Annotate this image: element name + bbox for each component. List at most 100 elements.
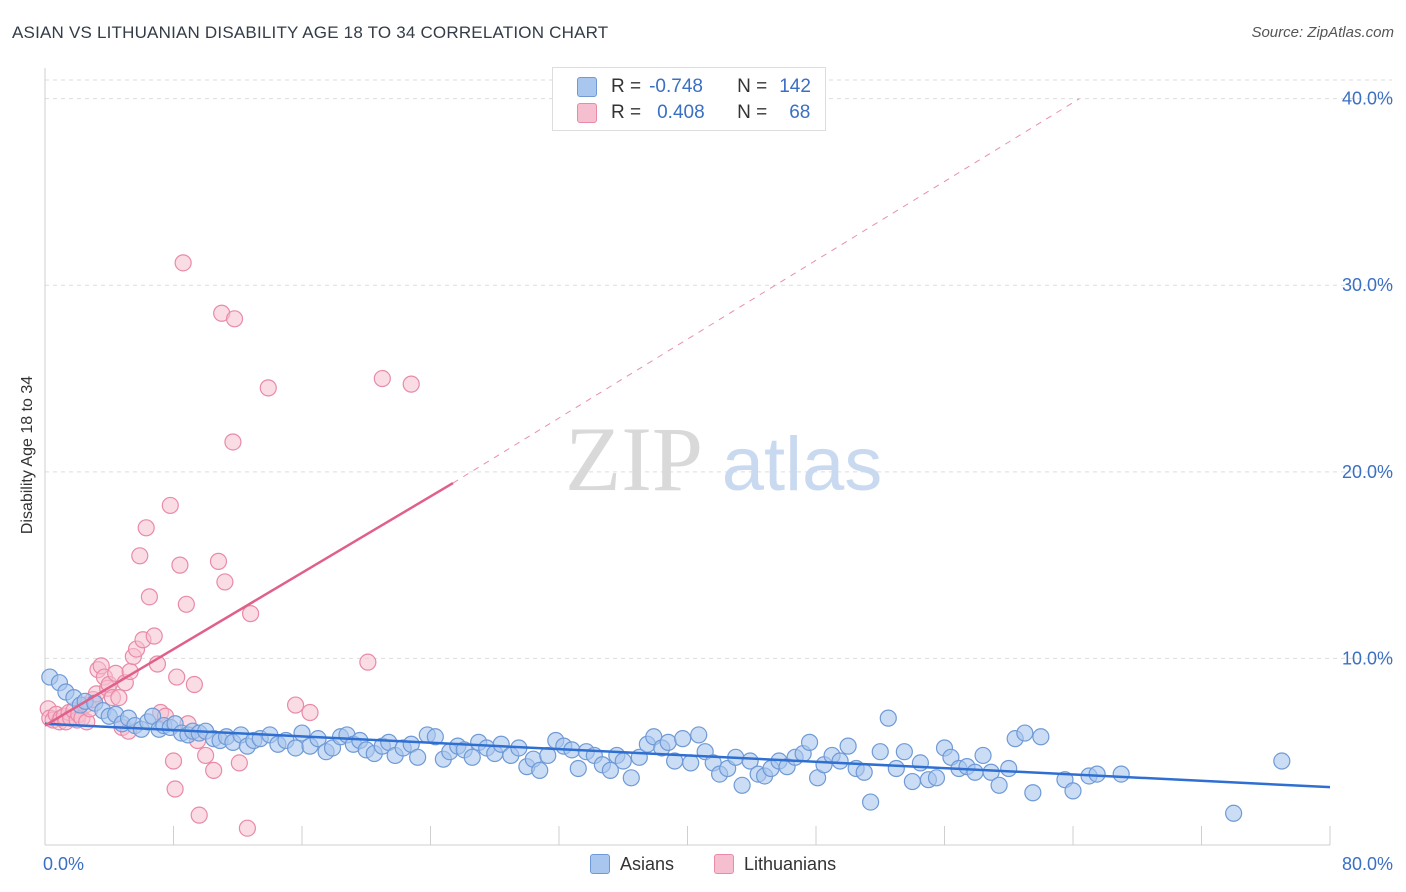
x-tick-label: 80.0%	[1342, 854, 1393, 874]
trend-lines	[44, 98, 1331, 789]
asian-point	[531, 761, 549, 779]
gridlines	[45, 79, 1392, 659]
lithuanian-point	[137, 519, 155, 537]
lithuanian-point	[190, 806, 208, 824]
asian-point	[286, 739, 305, 757]
chart-title: ASIAN VS LITHUANIAN DISABILITY AGE 18 TO…	[12, 23, 609, 42]
bottom-legend-asians-label: Asians	[620, 853, 675, 874]
watermark: ZIP atlas	[565, 408, 882, 510]
lithuanian-point	[177, 595, 195, 613]
y-tick-label: 20.0%	[1342, 462, 1393, 482]
asian-point	[1273, 752, 1291, 770]
asian-point	[974, 746, 992, 765]
lithuanian-point	[286, 696, 305, 714]
y-tick-label: 10.0%	[1342, 648, 1393, 668]
lith-r-value: 0.408	[657, 102, 705, 123]
lith-n-label: N =	[737, 102, 768, 123]
asian-r-value: -0.748	[649, 76, 703, 97]
legend-row-asians: R = -0.748 N = 142	[577, 74, 811, 100]
tick-labels: 10.0% 20.0% 30.0% 40.0% 0.0% 80.0%	[43, 89, 1393, 874]
asian-point	[966, 763, 984, 781]
asian-point	[1225, 804, 1243, 822]
lithuanian-point	[373, 369, 391, 388]
legend-row-lithuanians: R = 0.408 N = 68	[577, 100, 810, 126]
lithuanian-swatch-icon	[577, 103, 597, 123]
asian-point	[1000, 759, 1018, 778]
lithuanian-point	[110, 688, 128, 707]
lithuanian-point	[166, 780, 184, 798]
asian-point	[622, 769, 640, 787]
asian-point	[1024, 784, 1042, 802]
asian-points	[41, 668, 1291, 822]
lith-r-label: R =	[611, 102, 642, 123]
lithuanian-point	[145, 627, 163, 645]
asian-point	[492, 735, 510, 753]
lithuanian-point	[174, 254, 192, 272]
asian-n-label: N =	[737, 76, 768, 97]
lithuanian-point	[242, 605, 260, 623]
asian-point	[569, 759, 587, 778]
lithuanian-point	[140, 588, 159, 606]
asian-point	[982, 763, 1000, 781]
lithuanian-point	[168, 668, 186, 686]
asian-point	[879, 709, 897, 727]
asian-point	[871, 743, 889, 761]
asian-point	[862, 793, 880, 811]
asian-point	[895, 743, 913, 761]
lithuanian-point	[161, 496, 179, 515]
lithuanian-point	[259, 379, 277, 397]
lith-n-value: 68	[789, 102, 811, 123]
asian-point	[659, 733, 677, 751]
asian-point	[690, 726, 708, 744]
asian-point	[1064, 782, 1082, 800]
asian-point	[601, 761, 620, 779]
bottom-legend-lithuanians-label: Lithuanians	[744, 853, 837, 874]
asian-point	[463, 748, 481, 766]
source-label: Source: ZipAtlas.com	[1251, 24, 1394, 41]
watermark-zip: ZIP	[565, 408, 703, 510]
lithuanian-point	[197, 746, 215, 765]
lithuanian-point	[209, 552, 228, 570]
asian-point	[409, 748, 427, 766]
y-tick-label: 40.0%	[1342, 89, 1393, 109]
asian-trend-line	[44, 722, 1331, 789]
lithuanian-point	[205, 761, 223, 779]
asian-point	[990, 776, 1008, 794]
asian-point	[903, 772, 921, 791]
lithuanian-point	[164, 752, 183, 770]
asian-legend-icon	[590, 854, 610, 874]
lithuanian-legend-icon	[714, 854, 734, 874]
lithuanian-point	[225, 310, 244, 328]
watermark-atlas: atlas	[722, 422, 883, 507]
asian-point	[741, 752, 759, 770]
lithuanian-point	[359, 653, 377, 671]
correlation-legend: R = -0.748 N = 142 R = 0.408 N = 68	[552, 67, 826, 131]
asian-point	[800, 733, 819, 751]
asian-point	[674, 730, 692, 748]
asian-swatch-icon	[577, 77, 597, 97]
asian-point	[1016, 724, 1034, 742]
lithuanian-point	[238, 819, 256, 837]
asian-point	[927, 769, 946, 787]
lithuanian-point	[131, 547, 149, 565]
lithuanian-point	[224, 433, 242, 451]
lithuanian-point	[402, 375, 420, 393]
lithuanian-point	[216, 573, 234, 591]
y-tick-label: 30.0%	[1342, 275, 1393, 295]
asian-point	[1088, 765, 1106, 783]
asian-point	[1112, 765, 1130, 783]
lithuanian-trend-extension	[452, 98, 1080, 484]
bottom-legend-asians: Asians	[590, 851, 674, 877]
asian-point	[1032, 728, 1050, 746]
asian-point	[831, 752, 849, 770]
lithuanian-point	[171, 556, 189, 574]
bottom-legend-lithuanians: Lithuanians	[714, 851, 836, 877]
asian-point	[887, 759, 905, 778]
lithuanian-point	[301, 703, 319, 722]
lithuanian-point	[185, 675, 203, 694]
asian-point	[839, 737, 857, 755]
asian-point	[855, 763, 873, 781]
asian-r-label: R =	[611, 76, 642, 97]
x-tick-label: 0.0%	[43, 854, 84, 874]
